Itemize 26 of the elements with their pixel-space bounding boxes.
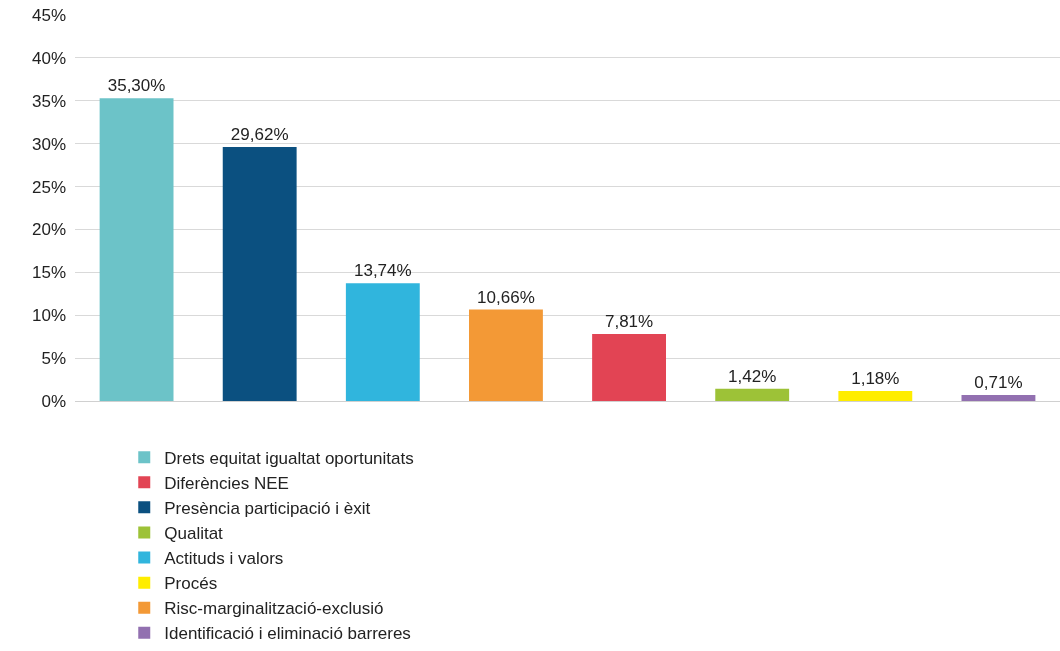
y-tick-label: 15% [31, 263, 66, 283]
data-label: 0,71% [974, 372, 1023, 392]
legend-label: Procés [164, 574, 218, 594]
y-tick-label: 5% [41, 349, 66, 369]
legend-label: Identificació i eliminació barreres [164, 624, 411, 644]
y-tick-label: 10% [31, 306, 66, 326]
data-label: 29,62% [230, 124, 289, 144]
data-label: 10,66% [477, 287, 535, 307]
y-tick-label: 30% [31, 134, 66, 154]
legend-label: Diferències NEE [164, 473, 289, 493]
y-tick-label: 40% [31, 48, 66, 68]
y-tick-label: 25% [31, 177, 66, 197]
data-label: 7,81% [604, 312, 654, 332]
y-tick-label: 45% [31, 5, 66, 25]
legend-label: Presència participació i èxit [164, 498, 371, 518]
legend-label: Drets equitat igualtat oportunitats [164, 448, 414, 468]
data-label: 1,18% [851, 368, 900, 388]
data-label: 13,74% [353, 261, 412, 281]
legend-label: Actituds i valors [164, 549, 284, 569]
y-tick-label: 20% [31, 220, 66, 240]
y-tick-label: 0% [41, 391, 66, 411]
data-label: 35,30% [107, 76, 166, 96]
legend-label: Risc-marginalització-exclusió [164, 599, 384, 619]
legend-label: Qualitat [164, 524, 224, 544]
data-label: 1,42% [728, 366, 777, 386]
y-tick-label: 35% [31, 91, 66, 111]
